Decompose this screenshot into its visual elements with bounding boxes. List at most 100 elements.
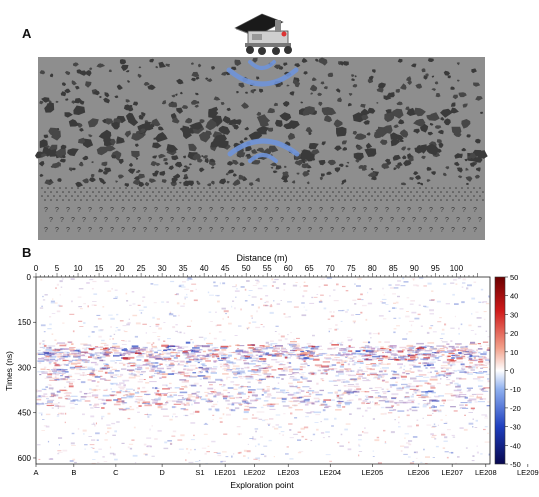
signal-trace [340, 348, 346, 350]
unknown-marker: ? [275, 207, 279, 214]
signal-trace [55, 355, 58, 358]
signal-trace [345, 357, 348, 358]
signal-trace [301, 396, 304, 398]
unknown-marker: ? [324, 217, 328, 224]
signal-trace [455, 346, 459, 348]
signal-trace [253, 366, 259, 368]
signal-trace [318, 301, 323, 303]
signal-trace [371, 350, 379, 352]
signal-trace [427, 383, 432, 385]
signal-trace [489, 368, 490, 370]
signal-trace [268, 354, 277, 356]
rock-fragment [447, 75, 451, 79]
signal-trace [293, 400, 300, 402]
signal-trace [370, 352, 374, 354]
signal-trace [485, 302, 490, 305]
unknown-marker: ? [88, 227, 92, 234]
signal-trace [468, 358, 473, 360]
signal-trace [49, 384, 52, 387]
signal-trace [39, 346, 43, 348]
signal-trace [141, 350, 145, 352]
signal-trace [362, 373, 365, 375]
signal-trace [311, 346, 320, 348]
signal-trace [39, 342, 42, 344]
signal-trace [110, 376, 115, 378]
signal-trace [329, 399, 335, 401]
signal-trace [327, 392, 333, 394]
signal-trace [250, 399, 258, 402]
rock-fragment [199, 119, 205, 124]
signal-trace [257, 370, 261, 373]
signal-trace [281, 378, 284, 380]
signal-trace [198, 336, 204, 338]
signal-trace [422, 405, 427, 408]
signal-trace [194, 351, 202, 353]
signal-trace [94, 304, 97, 306]
signal-trace [484, 415, 488, 417]
rock-fragment [57, 178, 62, 182]
signal-trace [113, 333, 116, 335]
fine-grain [185, 187, 187, 189]
rock-fragment [87, 118, 99, 128]
rock-fragment [314, 58, 319, 62]
signal-trace [391, 405, 394, 407]
signal-trace [396, 325, 400, 327]
unknown-marker: ? [341, 227, 345, 234]
rock-fragment [180, 91, 183, 95]
signal-trace [190, 448, 192, 451]
signal-trace [482, 387, 486, 390]
rock-fragment [79, 127, 84, 132]
signal-trace [262, 404, 267, 406]
unknown-marker: ? [242, 227, 246, 234]
fine-grain [413, 187, 415, 189]
fine-grain [392, 199, 394, 201]
rock-fragment [236, 91, 239, 94]
rock-fragment [416, 181, 421, 185]
signal-trace [36, 396, 42, 398]
signal-trace [43, 393, 48, 395]
signal-trace [114, 352, 122, 354]
signal-trace [467, 284, 472, 287]
signal-trace [96, 347, 104, 348]
fine-grain [164, 199, 166, 201]
signal-trace [86, 352, 91, 354]
signal-trace [382, 373, 388, 375]
signal-trace [37, 444, 41, 446]
signal-trace [183, 404, 187, 406]
signal-trace [320, 353, 323, 355]
unknown-marker: ? [99, 227, 103, 234]
signal-trace [190, 339, 192, 341]
x-point-label: LE209 [517, 468, 539, 477]
signal-trace [122, 340, 128, 342]
signal-trace [441, 341, 448, 343]
signal-trace [293, 306, 299, 308]
signal-trace [167, 349, 171, 351]
rock-fragment [327, 159, 336, 166]
signal-trace [260, 453, 265, 455]
signal-trace [377, 349, 385, 351]
signal-trace [426, 402, 431, 405]
signal-trace [472, 378, 481, 380]
signal-trace [265, 396, 271, 398]
rock-fragment [154, 170, 159, 175]
signal-trace [172, 400, 180, 402]
signal-trace [289, 386, 298, 388]
y-tick-label: 150 [18, 318, 32, 327]
rock-fragment [245, 146, 252, 152]
signal-trace [476, 395, 478, 397]
rock-fragment [77, 122, 83, 128]
signal-trace [135, 368, 143, 370]
signal-trace [107, 348, 111, 350]
signal-trace [80, 367, 86, 368]
signal-trace [443, 402, 445, 404]
fine-grain [350, 191, 352, 193]
rock-fragment [55, 150, 63, 157]
rock-fragment [222, 115, 231, 124]
signal-trace [93, 422, 95, 425]
signal-trace [322, 361, 330, 363]
signal-trace [256, 388, 264, 390]
signal-trace [360, 293, 363, 296]
signal-trace [369, 352, 373, 354]
signal-trace [49, 354, 52, 357]
signal-trace [256, 350, 264, 353]
